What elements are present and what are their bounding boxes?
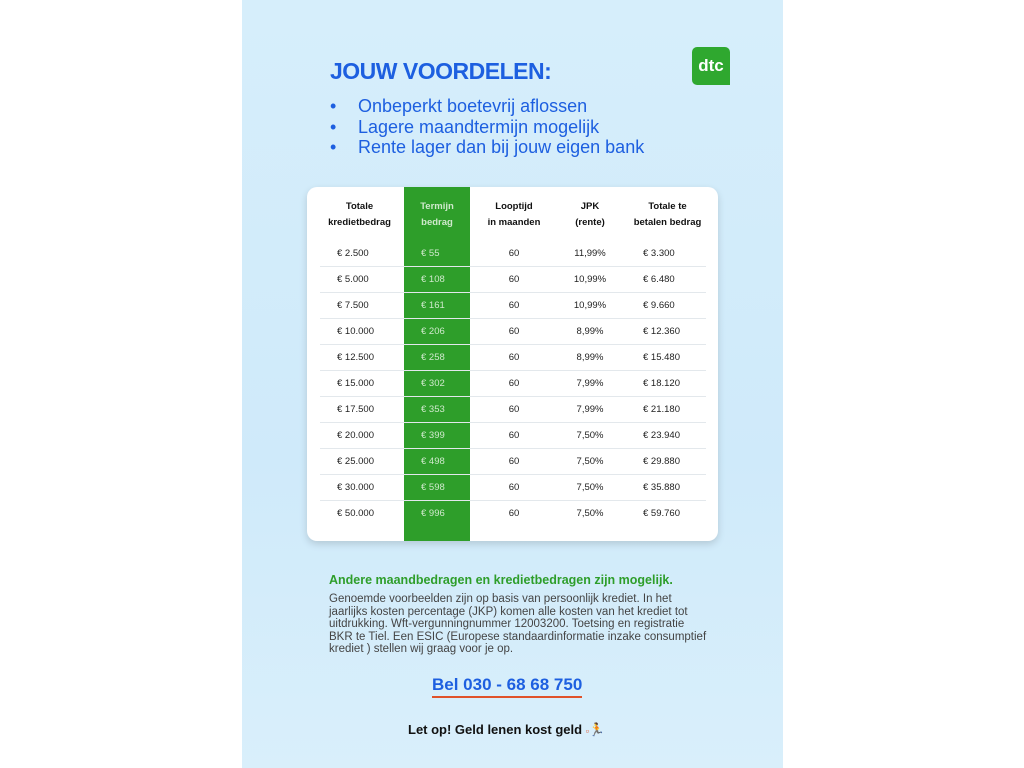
running-man-icon: 🏃 (588, 722, 606, 737)
table-cell: 7,99% (576, 404, 604, 415)
disclaimer-text: Genoemde voorbeelden zijn op basis van p… (329, 593, 707, 655)
table-cell: 60 (508, 430, 520, 441)
table-cell: € 161 (421, 300, 445, 311)
table-cell: € 9.660 (643, 300, 675, 311)
table-row: € 25.000 € 498 60 7,50% € 29.880 (320, 449, 706, 475)
table-cell: € 30.000 (337, 482, 374, 493)
benefit-item: • Lagere maandtermijn mogelijk (330, 116, 600, 137)
table-cell: 8,99% (576, 352, 604, 363)
table-cell: 60 (508, 482, 520, 493)
header-duration: Looptijd in maanden (487, 201, 541, 228)
table-cell: € 20.000 (337, 430, 374, 441)
table-row: € 10.000 € 206 60 8,99% € 12.360 (320, 319, 706, 345)
table-cell: 60 (508, 352, 520, 363)
table-cell: 7,50% (576, 508, 604, 519)
table-cell: 60 (508, 508, 520, 519)
table-cell: 60 (508, 248, 520, 259)
table-cell: € 21.180 (643, 404, 680, 415)
table-cell: € 25.000 (337, 456, 374, 467)
phone-link[interactable]: Bel 030 - 68 68 750 (432, 675, 583, 698)
running-man-icon: ▫ (585, 726, 589, 736)
table-cell: € 399 (421, 430, 445, 441)
table-cell: 60 (508, 300, 520, 311)
table-cell: € 7.500 (337, 300, 369, 311)
table-cell: 60 (508, 378, 520, 389)
table-cell: € 108 (421, 274, 445, 285)
table-row: € 2.500 € 55 60 11,99% € 3.300 (320, 241, 706, 267)
table-cell: 60 (508, 274, 520, 285)
table-cell: € 18.120 (643, 378, 680, 389)
table-cell: 8,99% (576, 326, 604, 337)
table-cell: € 50.000 (337, 508, 374, 519)
table-cell: 7,50% (576, 456, 604, 467)
table-cell: € 3.300 (643, 248, 675, 259)
table-cell: € 996 (421, 508, 445, 519)
header-total-payable: Totale te betalen bedrag (633, 201, 702, 228)
table-cell: 10,99% (573, 300, 607, 311)
header-term-amount: Termijn bedrag (420, 201, 454, 228)
table-cell: € 55 (421, 248, 440, 259)
table-cell: € 258 (421, 352, 445, 363)
table-row: € 12.500 € 258 60 8,99% € 15.480 (320, 345, 706, 371)
table-cell: € 5.000 (337, 274, 369, 285)
table-cell: 10,99% (573, 274, 607, 285)
table-cell: € 10.000 (337, 326, 374, 337)
table-cell: € 15.000 (337, 378, 374, 389)
term-amount-column-highlight (404, 187, 470, 541)
table-row: € 30.000 € 598 60 7,50% € 35.880 (320, 475, 706, 501)
table-cell: € 12.360 (643, 326, 680, 337)
benefit-item: • Rente lager dan bij jouw eigen bank (330, 137, 645, 157)
table-cell: € 353 (421, 404, 445, 415)
table-row: € 50.000 € 996 60 7,50% € 59.760 (320, 501, 706, 527)
table-cell: € 498 (421, 456, 445, 467)
table-cell: € 59.760 (643, 508, 680, 519)
table-cell: € 17.500 (337, 404, 374, 415)
table-cell: € 29.880 (643, 456, 680, 467)
benefits-list: • Onbeperkt boetevrij aflossen • Lagere ma… (330, 96, 644, 158)
loan-table: Totale kredietbedrag Termijn bedrag Loopti… (307, 187, 718, 541)
table-cell: € 302 (421, 378, 445, 389)
table-cell: € 35.880 (643, 482, 680, 493)
header-total-credit: Totale kredietbedrag (328, 201, 391, 228)
benefit-item: • Onbeperkt boetevrij aflossen (330, 96, 588, 116)
table-cell: € 206 (421, 326, 445, 337)
note-heading: Andere maandbedragen en kredietbedragen … (329, 573, 673, 587)
poster: JOUW VOORDELEN: dtc • Onbeperkt boetevrij… (242, 0, 783, 768)
dtc-logo: dtc (692, 47, 730, 85)
table-row: € 20.000 € 399 60 7,50% € 23.940 (320, 423, 706, 449)
warning-text: Let op! Geld lenen kost geld ▫🏃 (408, 722, 606, 737)
table-row: € 5.000 € 108 60 10,99% € 6.480 (320, 267, 706, 293)
table-cell: € 12.500 (337, 352, 374, 363)
table-cell: € 6.480 (643, 274, 675, 285)
table-cell: € 23.940 (643, 430, 680, 441)
header-jpk: JPK (rente) (575, 201, 605, 228)
table-row: € 15.000 € 302 60 7,99% € 18.120 (320, 371, 706, 397)
table-cell: € 15.480 (643, 352, 680, 363)
table-row: € 17.500 € 353 60 7,99% € 21.180 (320, 397, 706, 423)
table-cell: 7,50% (576, 430, 604, 441)
table-cell: 60 (508, 456, 520, 467)
page-title: JOUW VOORDELEN: (330, 58, 552, 84)
table-row: € 7.500 € 161 60 10,99% € 9.660 (320, 293, 706, 319)
table-cell: 60 (508, 326, 520, 337)
table-cell: € 2.500 (337, 248, 369, 259)
table-cell: 7,50% (576, 482, 604, 493)
table-cell: 60 (508, 404, 520, 415)
table-cell: € 598 (421, 482, 445, 493)
table-cell: 11,99% (574, 248, 606, 259)
table-cell: 7,99% (576, 378, 604, 389)
